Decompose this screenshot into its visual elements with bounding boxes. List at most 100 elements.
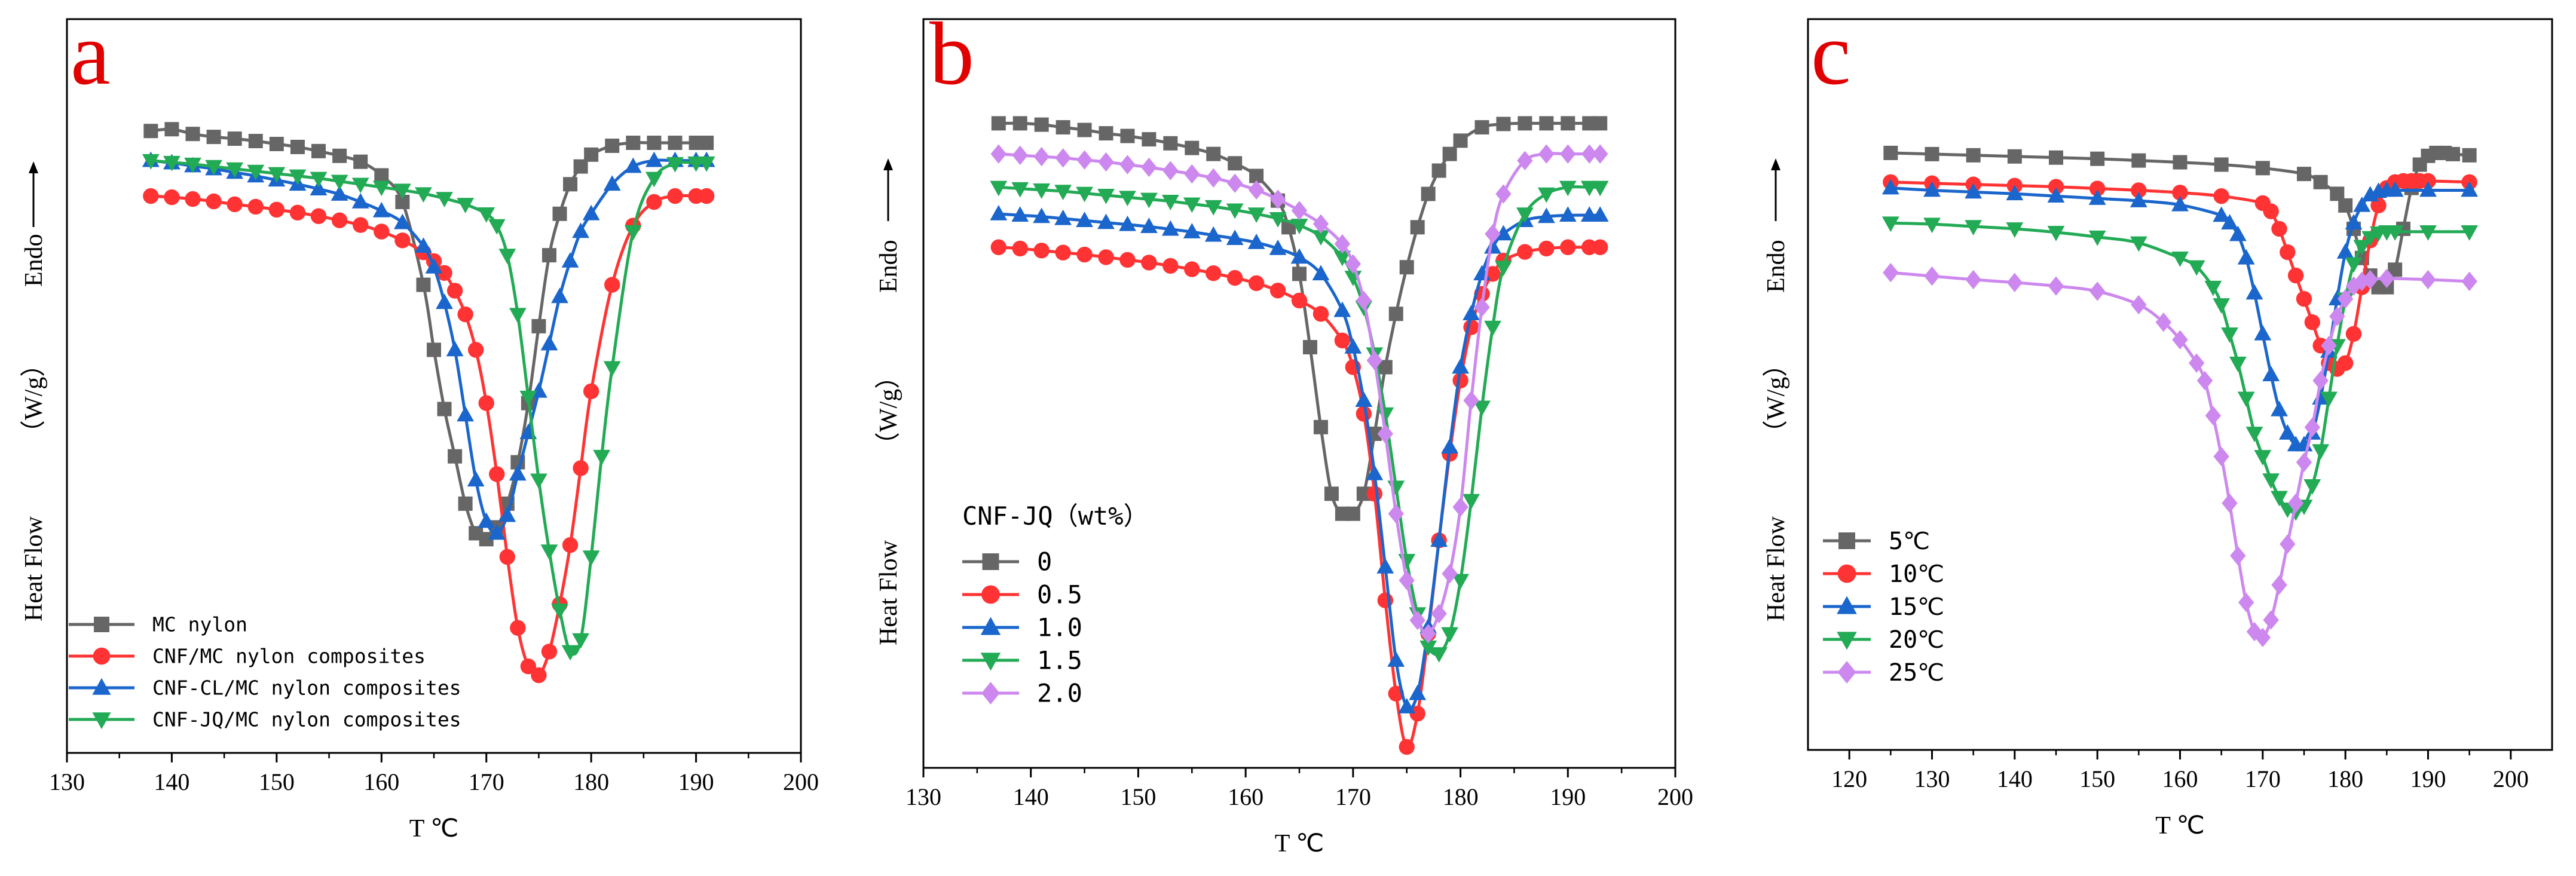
data-point [2238,593,2254,612]
data-point [2047,187,2065,203]
data-point [163,155,180,171]
data-point [1163,136,1178,151]
data-point [415,237,432,253]
data-point [2171,251,2189,267]
data-point [436,293,453,310]
data-point [582,204,600,220]
data-point [1033,243,1050,259]
data-point [1204,226,1222,242]
data-point [269,136,284,151]
data-point [1419,640,1437,656]
data-point [1537,187,1555,203]
y-axis-title-units: （W/g） [875,364,902,457]
data-point [2048,179,2064,195]
data-point [2361,231,2379,247]
data-point [1452,497,1468,517]
data-point [531,318,546,333]
data-point [2312,444,2330,460]
data-point [1388,504,1404,523]
data-point [416,277,431,292]
data-point [488,219,506,235]
data-point [310,171,328,188]
data-point [1366,351,1382,370]
data-point [561,252,579,268]
data-point [467,342,484,358]
data-point [1140,218,1158,233]
data-point [1184,261,1200,277]
data-point [1398,698,1416,713]
data-point [446,283,463,299]
data-point [2230,546,2246,566]
data-point [499,549,515,565]
data-point [1484,238,1501,254]
data-point [2379,268,2395,289]
chart-panel-c: 120 130 140 150 160 170 180 190 200 T ℃ Heat Flow （… [1763,4,2553,840]
data-point [2263,203,2279,219]
data-point [1924,266,1940,286]
data-point [2006,272,2023,293]
legend-label: 2.0 [1037,679,1082,708]
data-point [2370,197,2387,214]
legend: MC nylon CNF/MC nylon composites CNF-CL/MC… [69,613,461,731]
data-point [1248,275,1265,292]
series-2-0 [1883,145,2477,295]
data-point [2420,269,2436,290]
legend-marker [1837,632,1857,650]
chart-panel-b: 130 140 150 160 170 180 190 200 T ℃ Heat Flow （W/g… [875,4,1693,857]
data-point [1098,152,1114,172]
data-point [1591,180,1609,197]
data-point [1302,340,1317,354]
data-point [478,512,495,528]
data-point [248,134,263,149]
data-point [1366,486,1382,502]
data-point [2461,225,2479,241]
data-point [626,136,641,150]
panel-letter: c [1811,4,1851,103]
data-point [2088,189,2106,205]
legend-marker [92,678,111,695]
data-point [1485,224,1501,244]
series-1-2 [990,205,1609,713]
data-point [552,206,567,221]
data-point [510,620,526,636]
data-point [372,180,390,197]
data-point [437,402,452,416]
series-2-3 [1881,216,2479,521]
data-point [541,248,556,263]
data-point [331,212,348,228]
data-point [268,167,286,183]
data-point [2131,182,2147,198]
x-tick-label: 160 [363,768,399,795]
data-point [2353,196,2371,212]
data-point [1592,239,1608,255]
data-point [1431,604,1447,624]
data-point [2089,180,2106,197]
x-tick-label: 180 [2327,765,2363,792]
data-point [1965,220,1983,236]
data-point [1420,624,1436,644]
x-tick-label: 200 [783,768,819,795]
data-point [1033,183,1051,199]
legend-label: 0.5 [1037,580,1082,609]
data-point [2271,575,2287,595]
data-point [2345,257,2363,273]
legend-label: CNF-JQ/MC nylon composites [152,708,461,731]
x-tick-label: 190 [678,768,714,795]
legend-label: 0 [1037,547,1052,577]
data-point [2222,493,2238,513]
data-point [1291,292,1308,309]
data-point [2297,167,2311,182]
data-point [446,341,464,357]
data-point [1484,320,1501,336]
data-point [1453,133,1468,148]
data-point [353,217,369,233]
data-point [2090,151,2105,166]
data-point [2155,313,2172,332]
x-tick-label: 170 [1335,783,1371,810]
data-point [1054,185,1072,201]
series-line [998,121,1601,518]
data-point [1333,250,1351,267]
data-point [1120,128,1135,143]
data-point [573,460,589,476]
endo-arrow-head [883,158,893,170]
